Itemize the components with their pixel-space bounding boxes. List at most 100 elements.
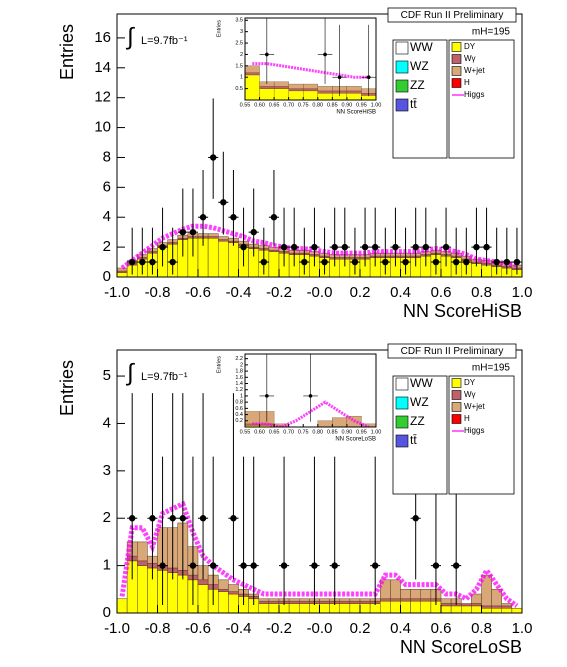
data-point: [250, 562, 257, 569]
histogram-bar: [319, 603, 330, 613]
lumi-label: L=9.7fb⁻¹: [141, 371, 188, 383]
x-tick-label: -0.0: [307, 284, 333, 301]
plot-area: [245, 354, 376, 427]
y-tick-label: 3.5: [235, 18, 243, 24]
data-point: [199, 214, 207, 221]
histogram-bar: [245, 411, 260, 425]
y-tick-label: 0.5: [235, 86, 243, 92]
legend-label: DY: [464, 378, 476, 387]
legend-swatch: [451, 42, 462, 52]
data-point: [392, 243, 399, 251]
data-point: [139, 258, 146, 266]
y-tick-label: 4: [103, 414, 111, 431]
y-tick-label: 3: [103, 462, 111, 479]
histogram-bar: [218, 589, 229, 592]
histogram-bar: [218, 236, 229, 240]
x-tick-label: 0.65: [269, 102, 280, 108]
data-point: [308, 394, 313, 398]
histogram-bar: [299, 603, 310, 613]
x-tick-label: 0.75: [298, 102, 309, 108]
histogram-bar: [177, 574, 189, 613]
histogram-bar: [218, 591, 229, 613]
histogram-bar: [288, 83, 304, 89]
x-axis-label: NN ScoreHiSB: [403, 301, 522, 321]
y-tick-label: 1.2: [235, 387, 243, 393]
mass-label: mH=195: [472, 363, 511, 374]
y-tick-label: 1.6: [235, 375, 243, 381]
legend-swatch: [395, 98, 409, 112]
data-point: [331, 243, 338, 251]
legend-swatch: [395, 434, 409, 448]
histogram-bar: [207, 237, 219, 277]
x-tick-label: -1.0: [104, 620, 130, 637]
histogram-bar: [390, 598, 401, 602]
histogram-bar: [450, 605, 462, 613]
histogram-bar: [481, 608, 492, 613]
histogram-bar: [339, 603, 351, 613]
histogram-bar: [228, 584, 239, 592]
histogram-bar: [359, 603, 371, 613]
y-axis-label: Entries: [57, 24, 77, 80]
y-axis-label: Entries: [216, 356, 222, 373]
histogram-bar: [481, 264, 492, 277]
x-tick-label: -0.0: [307, 620, 333, 637]
chart-title: CDF Run II Preliminary: [401, 346, 504, 357]
mass-label: mH=195: [472, 27, 511, 38]
histogram-bar: [501, 605, 513, 609]
data-point: [280, 243, 288, 251]
data-point: [382, 258, 389, 266]
legend-label: ZZ: [410, 414, 425, 428]
legend-swatch: [395, 41, 409, 55]
x-axis-label: NN ScoreLoSB: [400, 637, 522, 657]
histogram-bar: [288, 603, 300, 613]
data-point: [159, 562, 166, 569]
histogram-bar: [349, 600, 361, 604]
lumi-label: L=9.7fb⁻¹: [141, 35, 188, 47]
histogram-bar: [245, 65, 260, 73]
chart-title: CDF Run II Preliminary: [401, 10, 504, 21]
histogram-bar: [137, 541, 148, 562]
data-point: [366, 75, 371, 80]
plot-frame: [244, 17, 377, 101]
histogram-bar: [501, 603, 513, 607]
y-tick-label: 0.6: [235, 406, 243, 412]
histogram-bar: [268, 598, 280, 602]
histogram-bar: [245, 423, 260, 426]
x-tick-label: 0.8: [471, 620, 492, 637]
histogram-bar: [339, 600, 351, 604]
histogram-bar: [303, 90, 318, 100]
legend-swatch: [395, 415, 409, 429]
x-tick-label: 0.95: [356, 102, 367, 108]
plot-area: [117, 98, 522, 277]
lumi-symbol: ∫: [125, 359, 135, 386]
data-point: [230, 515, 237, 522]
histogram-bar: [268, 251, 280, 277]
legend-label: H: [464, 78, 470, 87]
data-point: [503, 258, 511, 266]
histogram-bar: [400, 598, 411, 602]
histogram-bar: [288, 88, 304, 92]
x-tick-label: -0.4: [226, 284, 252, 301]
y-tick-label: 16: [94, 29, 111, 46]
x-tick-label: 0.85: [327, 102, 338, 108]
legend-label: tt̄: [410, 433, 417, 447]
histogram-bar: [481, 605, 492, 609]
data-point: [301, 258, 308, 266]
histogram-bar: [197, 579, 209, 585]
x-tick-label: 0.70: [283, 102, 294, 108]
histogram-bar: [319, 598, 330, 602]
x-tick-label: 1.0: [512, 620, 533, 637]
y-tick-label: 5: [103, 367, 111, 384]
x-tick-label: -0.2: [266, 620, 292, 637]
histogram-bar: [137, 565, 148, 613]
y-tick-label: 1: [103, 557, 111, 574]
x-axis-label: NN ScoreLoSB: [335, 437, 376, 443]
histogram-bar: [420, 598, 432, 602]
histogram-bar: [400, 600, 411, 613]
histogram-bar: [420, 589, 432, 600]
x-tick-label: 0.80: [312, 429, 323, 435]
x-tick-label: 0.4: [390, 620, 411, 637]
x-tick-label: -0.8: [145, 284, 171, 301]
data-point: [230, 214, 237, 221]
x-tick-label: 0.2: [350, 284, 371, 301]
